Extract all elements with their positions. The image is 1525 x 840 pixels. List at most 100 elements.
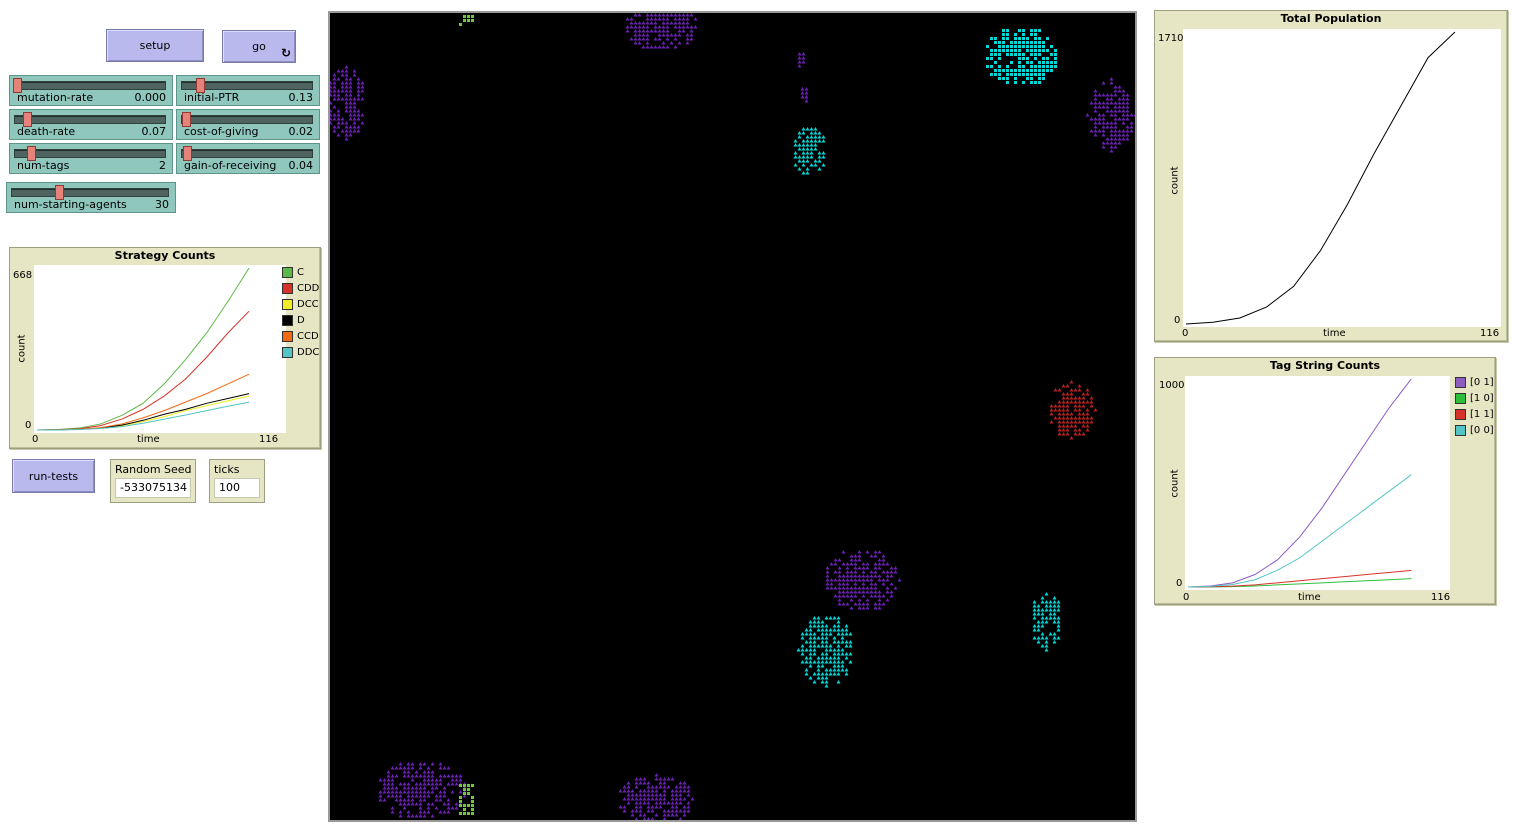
agent <box>646 809 651 813</box>
slider-track[interactable] <box>11 188 169 197</box>
world-canvas[interactable] <box>330 13 1135 820</box>
agent <box>670 813 675 817</box>
agent <box>832 660 837 664</box>
agent <box>1010 49 1013 52</box>
slider-initial-ptr[interactable]: initial-PTR 0.13 <box>176 75 320 106</box>
agent <box>1040 644 1045 648</box>
slider-track[interactable] <box>181 115 313 124</box>
agent <box>410 774 415 778</box>
agent <box>812 620 817 624</box>
agent <box>382 790 387 794</box>
agent <box>828 628 833 632</box>
agent <box>467 792 470 795</box>
agent <box>1022 33 1025 36</box>
agent <box>678 793 683 797</box>
agent <box>853 554 858 558</box>
agent <box>1034 29 1037 32</box>
slider-knob[interactable] <box>182 112 191 127</box>
agent <box>471 808 474 811</box>
y-axis-label: count <box>1169 469 1181 498</box>
legend-label: CDD <box>297 282 320 294</box>
agent <box>824 668 829 672</box>
agent <box>681 21 686 25</box>
agent <box>382 778 387 782</box>
agent <box>426 794 431 798</box>
agent <box>857 566 862 570</box>
y-axis-label: count <box>16 334 28 363</box>
agent <box>1097 113 1102 117</box>
agent <box>450 774 455 778</box>
agent <box>438 762 443 766</box>
agent <box>682 785 687 789</box>
agent <box>897 578 902 582</box>
agent <box>418 806 423 810</box>
agent <box>841 550 846 554</box>
agent <box>641 45 646 49</box>
agent <box>840 636 845 640</box>
agent <box>1026 73 1029 76</box>
slider-knob[interactable] <box>27 146 36 161</box>
slider-knob[interactable] <box>183 146 192 161</box>
y-max-label: 1710 <box>1158 33 1184 44</box>
agent <box>634 777 639 781</box>
agent <box>804 660 809 664</box>
run-tests-button[interactable]: run-tests <box>12 459 95 493</box>
world-view[interactable] <box>328 11 1137 822</box>
agent <box>1077 420 1082 424</box>
agent <box>332 93 337 97</box>
agent <box>805 127 810 131</box>
agent <box>426 802 431 806</box>
legend-label: [1 0] <box>1470 392 1494 404</box>
agent <box>637 33 642 37</box>
agent <box>1097 105 1102 109</box>
agent <box>1073 408 1078 412</box>
agent <box>356 97 361 101</box>
agent <box>832 624 837 628</box>
agent <box>825 566 830 570</box>
agent <box>336 125 341 129</box>
agent <box>804 648 809 652</box>
agent <box>812 640 817 644</box>
agent <box>1032 636 1037 640</box>
agent <box>1046 65 1049 68</box>
slider-knob[interactable] <box>55 185 64 200</box>
slider-track[interactable] <box>14 149 166 158</box>
agent <box>330 121 333 125</box>
agent <box>653 17 658 21</box>
agent <box>634 809 639 813</box>
agent <box>805 147 810 151</box>
agent <box>430 778 435 782</box>
agent <box>809 139 814 143</box>
agent <box>330 93 333 97</box>
slider-track[interactable] <box>14 81 166 90</box>
agent <box>344 89 349 93</box>
agent <box>853 602 858 606</box>
slider-death-rate[interactable]: death-rate 0.07 <box>9 109 173 140</box>
slider-knob[interactable] <box>196 78 205 93</box>
slider-num-starting-agents[interactable]: num-starting-agents 30 <box>6 182 176 213</box>
agent <box>382 782 387 786</box>
slider-knob[interactable] <box>23 112 32 127</box>
slider-gain-of-receiving[interactable]: gain-of-receiving 0.04 <box>176 143 320 174</box>
agent <box>661 25 666 29</box>
slider-track[interactable] <box>181 149 313 158</box>
slider-track[interactable] <box>14 115 166 124</box>
agent <box>845 602 850 606</box>
slider-cost-of-giving[interactable]: cost-of-giving 0.02 <box>176 109 320 140</box>
slider-num-tags[interactable]: num-tags 2 <box>9 143 173 174</box>
slider-track[interactable] <box>181 81 313 90</box>
slider-knob[interactable] <box>13 78 22 93</box>
agent <box>1073 388 1078 392</box>
agent <box>426 774 431 778</box>
agent <box>1026 69 1029 72</box>
agent <box>820 672 825 676</box>
go-button[interactable]: go ↻ <box>222 30 296 63</box>
agent <box>990 65 993 68</box>
agent <box>1034 33 1037 36</box>
legend-label: [0 1] <box>1470 376 1494 388</box>
setup-button[interactable]: setup <box>106 29 204 62</box>
agent <box>1052 608 1057 612</box>
agent <box>653 21 658 25</box>
agent <box>1034 57 1037 60</box>
slider-mutation-rate[interactable]: mutation-rate 0.000 <box>9 75 173 106</box>
